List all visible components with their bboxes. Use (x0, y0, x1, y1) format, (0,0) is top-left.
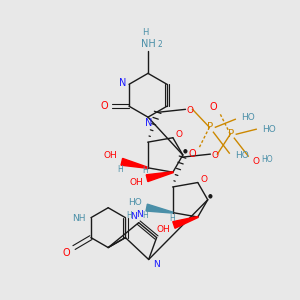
Text: N: N (153, 260, 160, 269)
Text: OH: OH (156, 225, 170, 234)
Text: O: O (210, 102, 217, 112)
Text: H: H (169, 214, 175, 223)
Text: P: P (207, 122, 214, 132)
Text: N: N (145, 118, 153, 128)
Text: OH: OH (104, 151, 118, 160)
Text: HO: HO (128, 198, 142, 207)
Polygon shape (121, 158, 148, 168)
Text: N: N (130, 212, 137, 221)
Text: H: H (117, 165, 123, 174)
Text: O: O (62, 248, 70, 257)
Text: ●: ● (207, 193, 212, 198)
Text: H: H (142, 28, 148, 37)
Text: NH: NH (141, 40, 155, 50)
Text: P: P (228, 129, 234, 139)
Text: H: H (142, 211, 148, 220)
Text: HO: HO (261, 154, 273, 164)
Text: 2: 2 (158, 40, 162, 49)
Text: O: O (212, 151, 219, 160)
Text: H: H (142, 166, 148, 175)
Text: HO: HO (236, 151, 249, 160)
Text: H: H (126, 211, 132, 220)
Text: NH: NH (72, 214, 86, 223)
Text: HO: HO (241, 113, 255, 122)
Text: O: O (187, 106, 194, 115)
Text: N: N (119, 78, 127, 88)
Text: O: O (200, 175, 207, 184)
Text: HO: HO (262, 125, 276, 134)
Text: O: O (189, 149, 196, 159)
Text: O: O (253, 157, 260, 166)
Text: OH: OH (129, 178, 143, 187)
Text: O: O (100, 101, 108, 111)
Text: ●: ● (182, 148, 187, 154)
Text: O: O (176, 130, 182, 139)
Polygon shape (146, 204, 173, 213)
Polygon shape (173, 217, 198, 228)
Text: N: N (136, 210, 143, 219)
Polygon shape (146, 172, 173, 182)
